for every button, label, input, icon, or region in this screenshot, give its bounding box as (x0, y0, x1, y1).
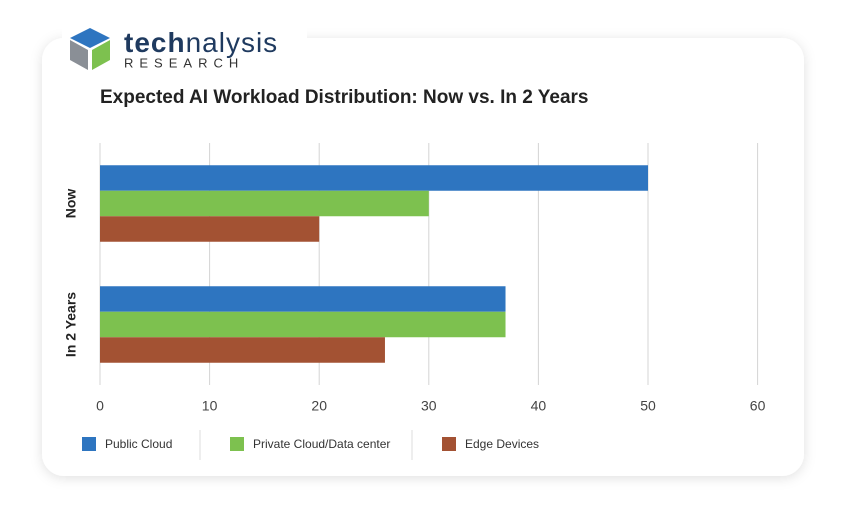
legend-label: Public Cloud (105, 437, 172, 451)
logo-name-b: nalysis (186, 27, 279, 58)
legend-swatch (230, 437, 244, 451)
legend-swatch (442, 437, 456, 451)
legend-swatch (82, 437, 96, 451)
x-tick-label: 60 (750, 398, 766, 414)
bar (100, 190, 429, 217)
bar (100, 286, 506, 312)
x-tick-label: 40 (531, 398, 547, 414)
x-tick-label: 10 (202, 398, 218, 414)
logo-name: technalysis (124, 27, 278, 58)
logo-name-a: tech (124, 27, 186, 58)
x-tick-label: 20 (311, 398, 327, 414)
logo-cube-left (70, 40, 88, 70)
bar (100, 337, 385, 363)
x-tick-label: 0 (96, 398, 104, 414)
logo-tagline: RESEARCH (124, 55, 244, 70)
y-tick-label: In 2 Years (63, 292, 79, 357)
chart-title: Expected AI Workload Distribution: Now v… (100, 87, 589, 108)
logo: technalysis RESEARCH (62, 24, 307, 72)
y-tick-label: Now (63, 189, 79, 219)
logo-cube-top (70, 28, 110, 48)
legend-label: Edge Devices (465, 437, 539, 451)
legend-label: Private Cloud/Data center (253, 437, 390, 451)
x-tick-label: 30 (421, 398, 437, 414)
card (42, 38, 804, 476)
x-tick-label: 50 (640, 398, 656, 414)
bar (100, 165, 648, 191)
bar (100, 216, 320, 242)
bar (100, 311, 506, 338)
logo-cube-right (92, 40, 110, 70)
